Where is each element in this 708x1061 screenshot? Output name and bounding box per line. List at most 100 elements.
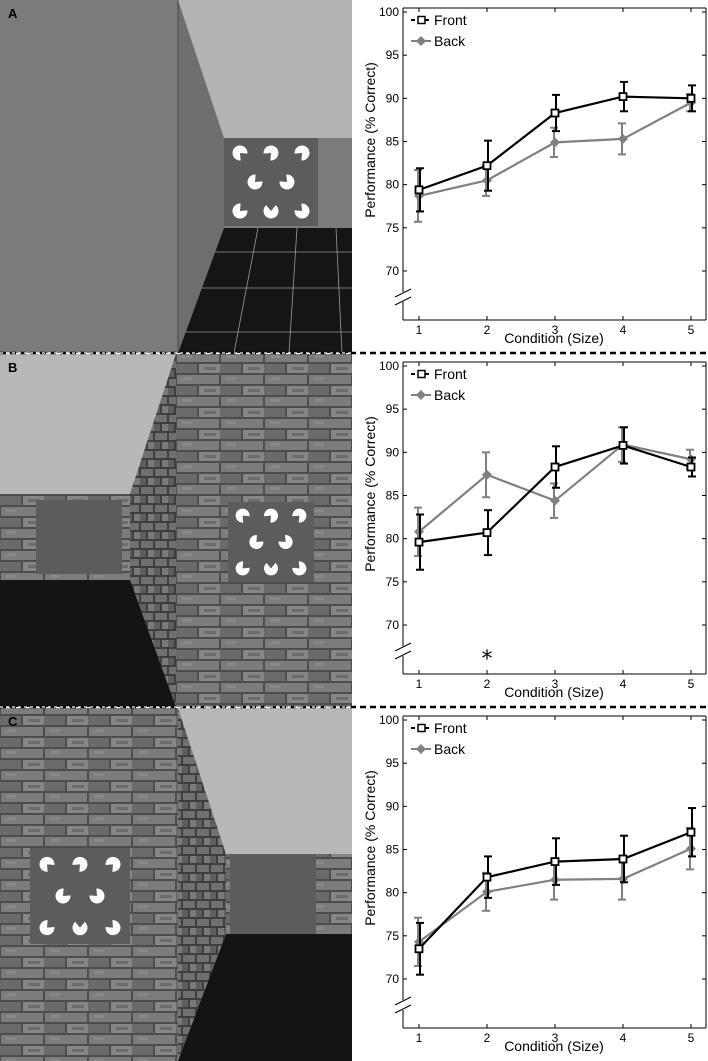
data-point-front [482, 872, 492, 882]
data-point-front [414, 537, 424, 547]
left-wall-front [0, 0, 178, 353]
x-tick-label: 4 [620, 1031, 627, 1045]
legend-label-front: Front [434, 720, 467, 736]
y-tick-label: 70 [386, 618, 400, 632]
y-tick-label: 100 [379, 713, 399, 727]
data-point-back [550, 495, 560, 506]
data-point-front [618, 854, 628, 864]
pacman-inducer [263, 145, 279, 161]
pacman-inducer [294, 203, 310, 219]
y-axis-label: Performance (% Correct) [362, 416, 378, 572]
y-tick-label: 85 [386, 135, 400, 149]
chart-5-panel-1: 70 75 80 85 90 95 100 1 2 3 4 5 Condition (Size) Perf… [362, 5, 707, 346]
y-tick-label: 95 [386, 48, 400, 62]
data-point-front [686, 462, 696, 472]
pacman-inducer [278, 535, 293, 550]
pacman-inducer [247, 174, 263, 190]
x-tick-label: 1 [416, 323, 423, 337]
y-tick-label: 75 [386, 221, 400, 235]
legend-marker-back [416, 390, 426, 400]
y-tick-label: 85 [386, 489, 400, 503]
x-axis-label: Condition (Size) [504, 684, 604, 700]
pacman-inducer [292, 508, 307, 523]
data-point-front [414, 944, 424, 954]
legend: Front Back [411, 366, 467, 403]
pacman-inducer [279, 174, 295, 190]
floor-grid-line [335, 227, 343, 354]
legend-label-front: Front [434, 12, 467, 28]
y-tick-label: 95 [386, 756, 400, 770]
y-axis-label: Performance (% Correct) [362, 770, 378, 926]
x-tick-label: 3 [552, 323, 559, 337]
y-tick-label: 95 [386, 402, 400, 416]
data-point-front [550, 857, 560, 866]
data-point-back [618, 133, 628, 144]
y-tick-label: 80 [386, 532, 400, 546]
axis-break-mark [394, 650, 412, 660]
distant-board [36, 500, 122, 574]
legend-marker-back [416, 744, 426, 754]
scene-corridor-brick-front [0, 354, 352, 707]
x-tick-label: 1 [416, 1031, 423, 1045]
scene-corridor-brick-back [0, 708, 352, 1061]
x-tick-label: 5 [688, 323, 695, 337]
axis-break-mark [394, 1004, 412, 1014]
pacman-inducer [235, 508, 250, 523]
series-front [414, 426, 696, 571]
pacman-inducer [249, 535, 264, 550]
x-tick-label: 3 [552, 1031, 559, 1045]
legend-label-back: Back [434, 387, 466, 403]
ceiling [178, 708, 352, 854]
axis-break-mark [394, 288, 412, 298]
pacman-inducer [72, 856, 88, 872]
y-tick-label: 80 [386, 886, 400, 900]
legend-marker-front [417, 369, 426, 379]
data-point-front [686, 827, 696, 837]
pacman-inducer [105, 856, 121, 872]
y-tick-label: 85 [386, 843, 400, 857]
x-tick-label: 3 [552, 677, 559, 691]
pacman-inducer [264, 508, 279, 523]
legend: Front Back [411, 12, 467, 49]
x-tick-label: 5 [688, 677, 695, 691]
axis-break-mark [394, 296, 412, 306]
left-wall-side [178, 0, 224, 353]
pacman-inducer [235, 561, 250, 576]
floor [0, 580, 176, 707]
pacman-inducer [39, 856, 55, 872]
data-point-back [550, 137, 560, 148]
data-point-front [550, 108, 560, 118]
pacman-inducer [292, 561, 307, 576]
pacman-inducer [55, 888, 71, 904]
axis-break-mark [394, 996, 412, 1006]
y-tick-label: 90 [386, 91, 400, 105]
y-axis-label: Performance (% Correct) [362, 62, 378, 218]
pacman-inducer [105, 920, 121, 936]
distant-board [230, 854, 316, 934]
left-wall-side [178, 708, 226, 1061]
y-tick-label: 75 [386, 575, 400, 589]
scene-corridor-plain [0, 0, 352, 354]
pacman-inducer [264, 563, 278, 576]
floor [178, 228, 352, 353]
x-tick-label: 2 [484, 677, 491, 691]
pacman-inducer [294, 145, 310, 161]
data-point-front [482, 528, 492, 538]
legend-marker-front [417, 15, 426, 25]
x-tick-label: 2 [484, 1031, 491, 1045]
data-point-back [482, 469, 492, 480]
pacman-inducer [72, 921, 88, 936]
significance-star: * [482, 647, 493, 672]
panel-letter: B [8, 360, 17, 375]
data-point-front [550, 462, 560, 472]
y-tick-label: 70 [386, 972, 400, 986]
y-tick-label: 75 [386, 929, 400, 943]
y-tick-label: 90 [386, 445, 400, 459]
x-tick-label: 1 [416, 677, 423, 691]
data-point-front [686, 93, 696, 103]
panel-letter: A [8, 6, 18, 21]
y-tick-label: 80 [386, 178, 400, 192]
x-tick-label: 4 [620, 677, 627, 691]
pacman-inducer [232, 145, 248, 161]
